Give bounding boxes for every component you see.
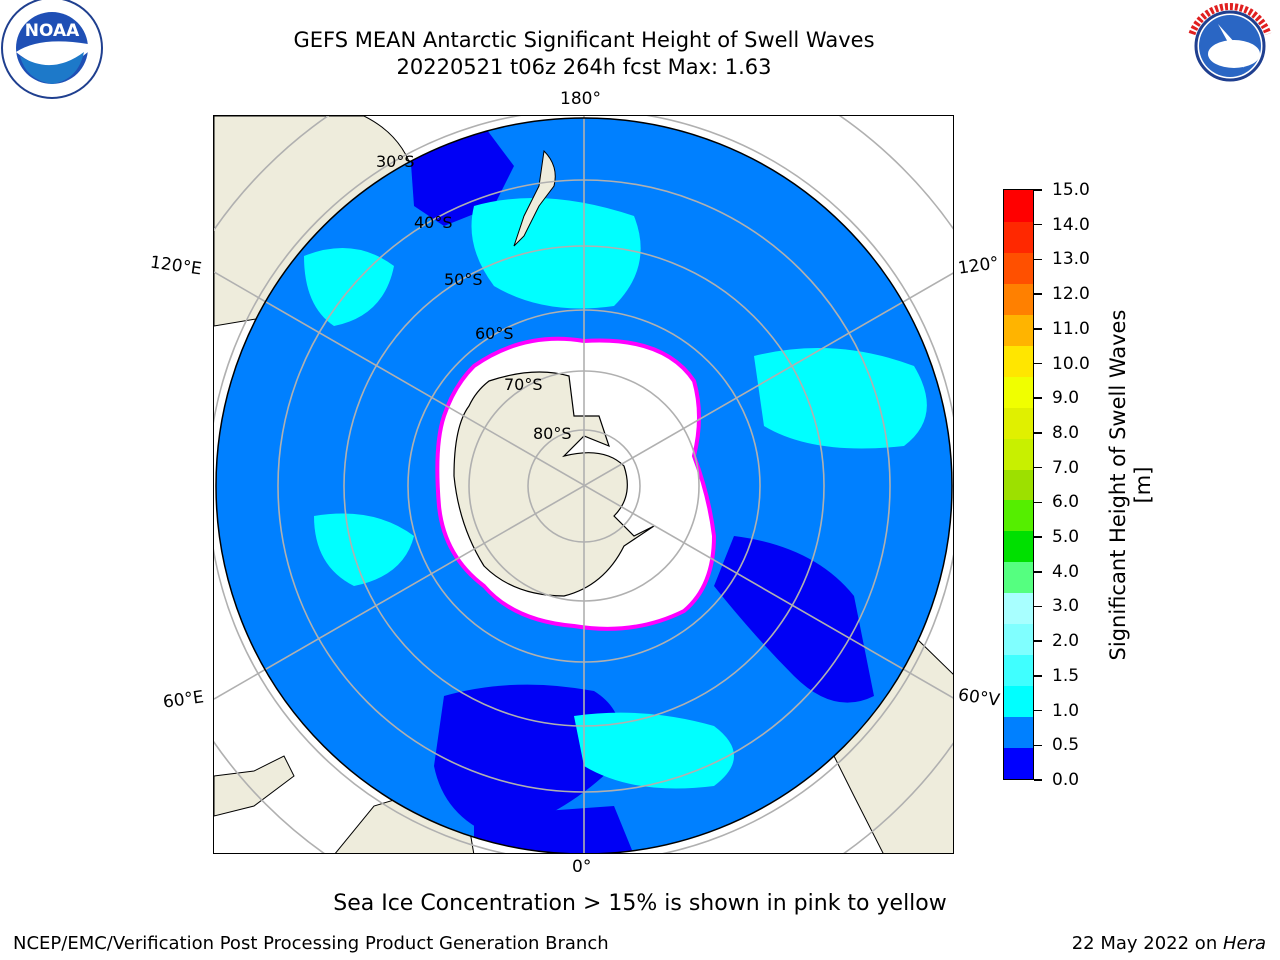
colorbar-tick-label: 7.0 (1052, 457, 1080, 478)
colorbar-segment (1004, 592, 1033, 625)
noaa-logo: NOAA (1, 0, 103, 99)
colorbar-tick-label: 10.0 (1052, 353, 1090, 374)
polar-map (214, 116, 953, 853)
colorbar-segment (1004, 685, 1033, 718)
colorbar-tick (1034, 744, 1042, 747)
colorbar-segment (1004, 283, 1033, 315)
colorbar-tick (1034, 605, 1042, 608)
colorbar-segment (1004, 437, 1033, 470)
footer-date: 22 May 2022 on Hera (1072, 933, 1266, 954)
colorbar-tick-label: 1.0 (1052, 700, 1080, 721)
colorbar-tick (1034, 501, 1042, 504)
colorbar-tick (1034, 536, 1042, 538)
chart-title: GEFS MEAN Antarctic Significant Height o… (293, 28, 875, 52)
colorbar-tick-label: 1.5 (1052, 665, 1080, 686)
colorbar-tick-label: 0.0 (1052, 770, 1080, 790)
colorbar (1003, 189, 1034, 780)
meridian-60e-120w (214, 272, 953, 700)
colorbar-tick-label: 8.0 (1052, 422, 1080, 443)
colorbar-tick (1034, 293, 1042, 295)
land-antarctica (453, 371, 655, 597)
colorbar-tick (1034, 571, 1042, 573)
colorbar-segment (1004, 376, 1033, 408)
colorbar-segment (1004, 407, 1033, 439)
sea-ice-note: Sea Ice Concentration > 15% is shown in … (333, 891, 947, 916)
colorbar-tick-label: 2.0 (1052, 631, 1080, 652)
colorbar-tick-label: 11.0 (1052, 318, 1090, 339)
lat-label-70s: 70°S (504, 375, 543, 394)
colorbar-tick-label: 0.5 (1052, 735, 1080, 756)
swell-high-region-4 (574, 712, 734, 789)
lon-label-180: 180° (560, 89, 601, 109)
footer-host: Hera (1222, 933, 1266, 954)
swell-low-region-1 (409, 126, 514, 226)
map-panel (213, 115, 954, 854)
lon-label-120e: 120°E (148, 252, 203, 280)
swell-high-region-1 (471, 198, 641, 309)
colorbar-tick-label: 13.0 (1052, 249, 1090, 270)
map-boundary (215, 117, 953, 853)
colorbar-tick (1034, 189, 1042, 191)
lat-label-80s: 80°S (533, 424, 572, 443)
colorbar-tick-label: 4.0 (1052, 561, 1080, 582)
land-madagascar (214, 755, 295, 817)
colorbar-title: Significant Height of Swell Waves [m] (1106, 309, 1155, 661)
colorbar-tick-label: 12.0 (1052, 284, 1090, 305)
swell-low-region-4 (474, 806, 634, 853)
lon-label-0: 0° (572, 857, 592, 877)
colorbar-tick (1034, 640, 1042, 642)
colorbar-tick-label: 3.0 (1052, 596, 1080, 617)
lat-label-40s: 40°S (414, 213, 453, 232)
swell-low-region-3 (714, 536, 874, 703)
footer-branch: NCEP/EMC/Verification Post Processing Pr… (13, 933, 609, 954)
swell-high-region-5 (314, 513, 414, 586)
colorbar-segment (1004, 468, 1033, 501)
swell-high-region-3 (754, 348, 927, 449)
lat-label-60s: 60°S (475, 324, 514, 343)
nws-logo (1180, 0, 1280, 96)
lon-label-60e: 60°E (161, 687, 206, 713)
colorbar-segment (1004, 499, 1033, 532)
colorbar-tick (1034, 675, 1042, 677)
colorbar-tick (1034, 258, 1042, 261)
colorbar-tick (1034, 432, 1042, 434)
colorbar-tick-label: 6.0 (1052, 492, 1080, 513)
colorbar-tick (1034, 362, 1042, 365)
colorbar-tick (1034, 397, 1042, 399)
swell-high-region-2 (304, 248, 394, 326)
footer-date-text: 22 May 2022 on (1071, 933, 1223, 954)
lat-label-50s: 50°S (444, 270, 483, 289)
colorbar-tick-label: 14.0 (1052, 214, 1090, 235)
lon-label-120w: 120° (956, 253, 1001, 279)
colorbar-segment (1004, 345, 1033, 377)
graticule (214, 116, 953, 853)
colorbar-tick-label: 15.0 (1052, 180, 1090, 200)
colorbar-segment (1004, 716, 1033, 749)
colorbar-segment (1004, 747, 1033, 779)
colorbar-tick (1034, 328, 1042, 330)
colorbar-tick (1034, 223, 1042, 226)
colorbar-segment (1004, 530, 1033, 563)
colorbar-tick-label: 9.0 (1052, 388, 1080, 409)
svg-text:NOAA: NOAA (25, 21, 80, 41)
colorbar-tick-label: 5.0 (1052, 527, 1080, 548)
colorbar-tick (1034, 709, 1042, 712)
colorbar-segment (1004, 314, 1033, 346)
colorbar-segment (1004, 252, 1033, 284)
lat-label-30s: 30°S (376, 152, 415, 171)
colorbar-tick (1034, 779, 1042, 781)
colorbar-segment (1004, 561, 1033, 594)
chart-subtitle: 20220521 t06z 264h fcst Max: 1.63 (396, 55, 772, 79)
lon-label-60w: 60°V (956, 685, 1001, 711)
colorbar-segment (1004, 190, 1033, 222)
colorbar-segment (1004, 623, 1033, 656)
colorbar-segment (1004, 654, 1033, 687)
swell-low-region-2 (434, 684, 621, 836)
colorbar-segment (1004, 221, 1033, 253)
colorbar-tick (1034, 466, 1042, 469)
